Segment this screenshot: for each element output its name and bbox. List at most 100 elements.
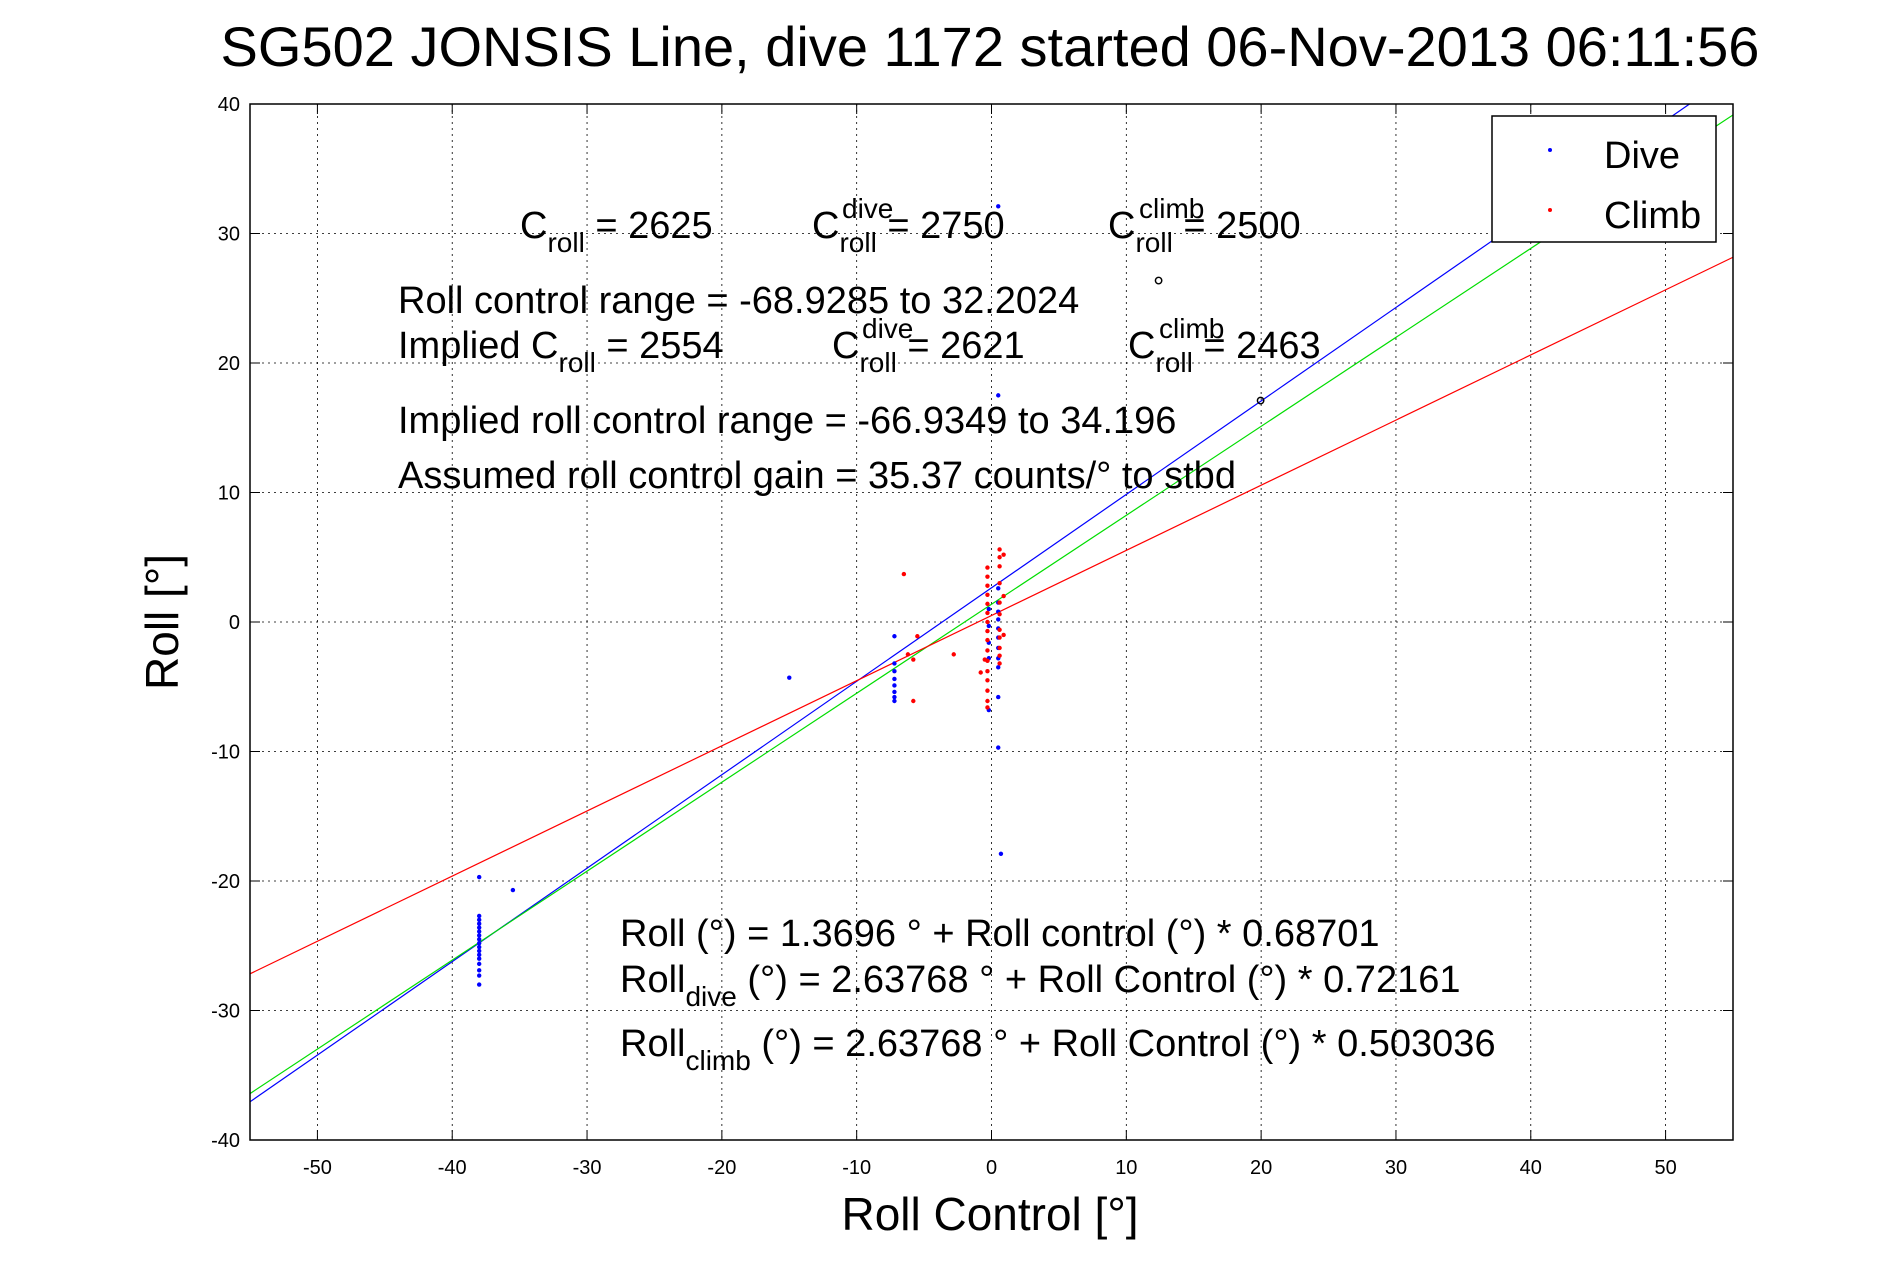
point-climb: [985, 565, 990, 570]
point-dive: [892, 634, 897, 639]
point-climb: [985, 705, 990, 710]
point-dive: [510, 887, 516, 893]
annotation-implied-croll: Implied Croll = 2554: [398, 325, 724, 378]
point-dive: [996, 586, 1001, 591]
point-climb: [911, 657, 916, 662]
annotation-implied-range: Implied roll control range = -66.9349 to…: [398, 400, 1176, 442]
x-tick-label: -20: [707, 1157, 736, 1179]
y-tick-label: -40: [211, 1130, 240, 1152]
point-climb: [985, 669, 990, 674]
annotation-degree-1: °: [1153, 271, 1164, 302]
annotation-croll-dive: Croll = 2750: [812, 205, 1005, 258]
point-climb: [985, 583, 990, 588]
x-tick-label: 50: [1654, 1157, 1676, 1179]
grid: [250, 103, 1733, 1141]
fit-lines: [250, 104, 1733, 1103]
annotation-croll-dive-sup: dive: [842, 193, 893, 224]
point-climb: [997, 547, 1002, 552]
fit-line: [250, 114, 1733, 1095]
point-dive: [476, 940, 482, 946]
point-climb: [915, 634, 920, 639]
annotation-degree-2: °: [1255, 391, 1266, 422]
x-ticks: -50 -40 -30 -20 -10 0 10 20 30 40 50: [303, 104, 1677, 1179]
y-tick-label: 10: [218, 483, 240, 505]
point-dive: [476, 961, 482, 967]
point-dive: [892, 683, 897, 688]
point-dive: [476, 982, 482, 987]
point-climb: [985, 658, 990, 664]
annotation-implied-dive-sup: dive: [862, 313, 913, 344]
y-tick-label: -10: [211, 742, 240, 764]
point-dive: [996, 617, 1001, 622]
point-climb: [985, 678, 990, 683]
annotation-croll: Croll = 2625: [520, 205, 713, 258]
point-dive: [476, 913, 482, 919]
point-dive: [476, 937, 482, 942]
data-points: [476, 204, 1006, 987]
y-tick-label: -20: [211, 871, 240, 893]
point-dive: [476, 944, 482, 950]
point-climb: [997, 564, 1002, 569]
y-ticks: -40 -30 -20 -10 0 10 20 30 40: [211, 94, 1733, 1152]
point-dive: [476, 874, 482, 880]
annotation-fit-climb: Rollclimb (°) = 2.63768 ° + Roll Control…: [620, 1023, 1496, 1076]
y-tick-label: 20: [218, 353, 240, 375]
point-dive: [476, 948, 482, 954]
x-tick-label: -30: [573, 1157, 602, 1179]
annotation-croll-climb: Croll = 2500: [1108, 205, 1301, 258]
point-climb: [997, 600, 1002, 605]
y-tick-label: -30: [211, 1001, 240, 1023]
point-dive: [996, 694, 1001, 700]
point-climb: [1001, 593, 1006, 599]
legend-label-dive: Dive: [1604, 135, 1680, 177]
x-tick-label: 40: [1520, 1157, 1542, 1179]
point-climb: [985, 628, 990, 634]
x-tick-label: -40: [438, 1157, 467, 1179]
point-climb: [1001, 552, 1006, 557]
x-tick-label: 30: [1385, 1157, 1407, 1179]
point-dive: [476, 917, 482, 923]
point-dive: [986, 606, 992, 612]
point-climb: [985, 601, 990, 607]
point-dive: [986, 623, 992, 629]
point-dive: [996, 393, 1001, 398]
point-climb: [901, 571, 907, 577]
fit-line: [250, 256, 1733, 975]
point-climb: [905, 652, 911, 657]
point-dive: [892, 694, 897, 700]
point-dive: [476, 952, 482, 958]
annotation-fit-overall: Roll (°) = 1.3696 ° + Roll control (°) *…: [620, 913, 1380, 955]
legend-label-climb: Climb: [1604, 195, 1701, 237]
point-dive: [787, 675, 792, 680]
point-dive: [892, 669, 897, 674]
point-climb: [1001, 632, 1006, 638]
point-climb: [997, 635, 1002, 640]
point-climb: [997, 612, 1002, 617]
point-climb: [985, 648, 990, 653]
y-axis-label: Roll [°]: [136, 554, 188, 690]
point-dive: [476, 956, 482, 961]
point-dive: [892, 676, 897, 682]
annotation-implied-climb: Croll = 2463: [1128, 325, 1321, 378]
point-climb: [997, 653, 1002, 658]
point-climb: [985, 610, 990, 616]
x-tick-label: -50: [303, 1157, 332, 1179]
point-dive: [892, 661, 897, 666]
point-dive: [476, 968, 482, 973]
point-dive: [476, 973, 482, 978]
point-dive: [476, 921, 482, 926]
x-axis-label: Roll Control [°]: [841, 1188, 1138, 1240]
legend-marker-climb: [1548, 208, 1552, 212]
x-tick-label: 20: [1250, 1157, 1272, 1179]
y-tick-label: 40: [218, 94, 240, 116]
x-tick-label: -10: [842, 1157, 871, 1179]
point-climb: [985, 698, 990, 704]
point-dive: [476, 933, 482, 938]
point-climb: [985, 592, 990, 598]
point-dive: [476, 929, 482, 934]
point-climb: [997, 645, 1002, 651]
point-dive: [998, 851, 1004, 857]
annotation-gain: Assumed roll control gain = 35.37 counts…: [398, 455, 1236, 497]
point-dive: [892, 698, 897, 704]
point-climb: [911, 698, 916, 704]
